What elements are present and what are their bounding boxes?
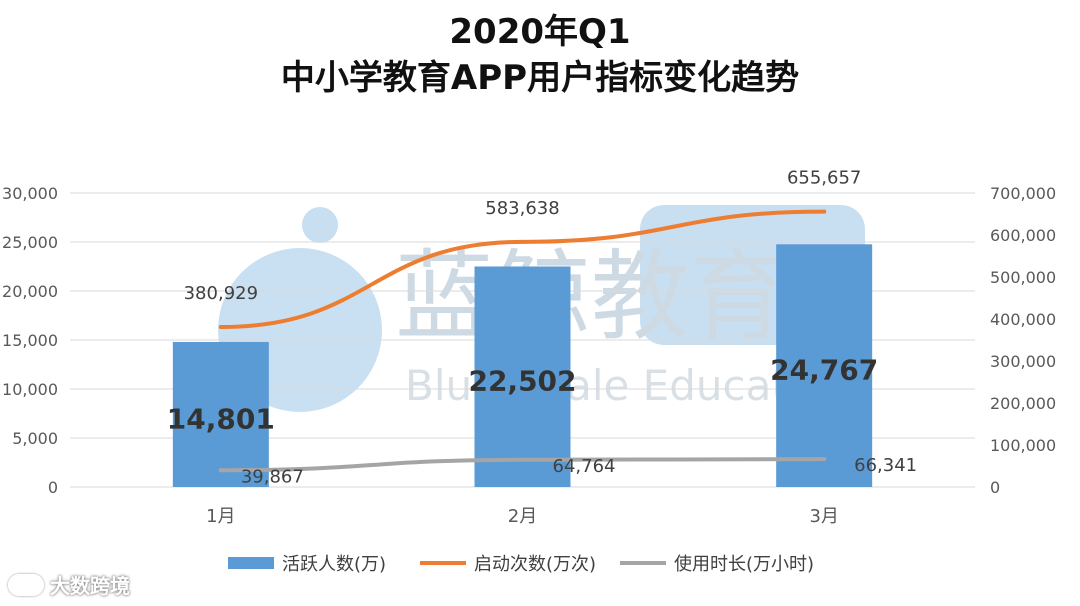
- series-point: [218, 325, 223, 330]
- series-point: [822, 457, 827, 462]
- line-value-label: 64,764: [553, 456, 616, 477]
- right-axis-tick-label: 600,000: [990, 226, 1056, 245]
- bar: [776, 244, 873, 487]
- bar-value-label: 14,801: [167, 402, 275, 435]
- legend-label: 活跃人数(万): [282, 554, 386, 575]
- right-axis-tick-label: 500,000: [990, 268, 1056, 287]
- series-point: [822, 209, 827, 214]
- chart-title-line1: 2020年Q1: [449, 12, 631, 52]
- legend: 活跃人数(万) 启动次数(万次) 使用时长(万小时): [228, 554, 814, 575]
- bar-value-label: 24,767: [770, 354, 878, 387]
- data-labels: 14,801 22,502 24,767 380,929 583,638 655,657 3…: [167, 168, 917, 488]
- left-axis-tick-label: 20,000: [2, 282, 58, 301]
- right-axis-tick-label: 200,000: [990, 394, 1056, 413]
- x-axis-tick-label: 1月: [206, 506, 235, 527]
- series-lines: [218, 209, 827, 473]
- left-axis-tick-label: 25,000: [2, 233, 58, 252]
- axis-labels: 0 5,000 10,000 15,000 20,000 25,000 30,000 0 100…: [2, 184, 1056, 527]
- right-axis-tick-label: 100,000: [990, 436, 1056, 455]
- right-axis-tick-label: 0: [990, 478, 1000, 497]
- line-value-label: 655,657: [787, 168, 861, 189]
- left-axis-tick-label: 10,000: [2, 380, 58, 399]
- series-point: [520, 457, 525, 462]
- line-value-label: 380,929: [184, 283, 258, 304]
- legend-label: 使用时长(万小时): [674, 554, 814, 575]
- bar: [474, 266, 571, 487]
- source-label: 大数跨境: [50, 574, 130, 598]
- left-axis-tick-label: 0: [48, 478, 58, 497]
- chart-title-line2: 中小学教育APP用户指标变化趋势: [280, 58, 800, 98]
- x-axis-tick-label: 2月: [508, 506, 537, 527]
- source-watermark: 大数跨境: [8, 570, 130, 599]
- source-logo-icon: [8, 573, 44, 596]
- legend-swatch: [228, 557, 274, 569]
- bars: [172, 244, 873, 487]
- left-axis-tick-label: 30,000: [2, 184, 58, 203]
- series-point: [520, 239, 525, 244]
- line-value-label: 66,341: [854, 455, 917, 476]
- left-axis-tick-label: 5,000: [12, 429, 58, 448]
- line-value-label: 583,638: [485, 198, 559, 219]
- right-axis-tick-label: 300,000: [990, 352, 1056, 371]
- series-point: [218, 468, 223, 473]
- right-axis-tick-label: 400,000: [990, 310, 1056, 329]
- bar-value-label: 22,502: [468, 365, 576, 398]
- right-axis-tick-label: 700,000: [990, 184, 1056, 203]
- watermark-logo-drop: [302, 207, 338, 243]
- left-axis-tick-label: 15,000: [2, 331, 58, 350]
- bar: [172, 341, 269, 487]
- legend-label: 启动次数(万次): [474, 554, 596, 575]
- x-axis-tick-label: 3月: [809, 506, 838, 527]
- watermark-cn-text: 蓝鲸教育: [395, 240, 787, 354]
- line-value-label: 39,867: [241, 466, 304, 487]
